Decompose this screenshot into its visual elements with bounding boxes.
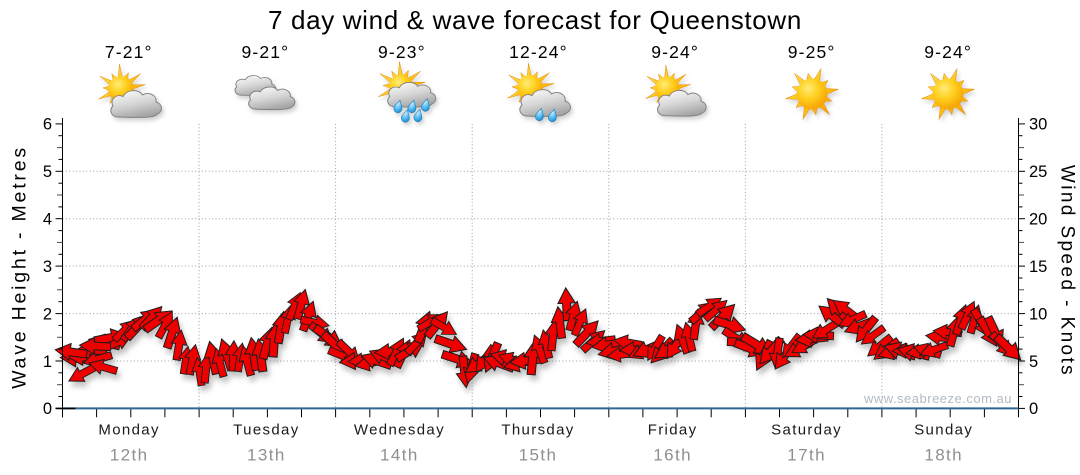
svg-text:4: 4 <box>43 211 52 229</box>
svg-text:Wave Height - Metres: Wave Height - Metres <box>9 145 31 389</box>
svg-text:12th: 12th <box>110 446 149 465</box>
svg-text:17th: 17th <box>787 446 826 465</box>
svg-text:20: 20 <box>1029 211 1047 229</box>
svg-text:13th: 13th <box>247 446 286 465</box>
svg-text:9-21°: 9-21° <box>242 42 290 62</box>
svg-text:18th: 18th <box>924 446 963 465</box>
svg-text:Wednesday: Wednesday <box>354 422 445 439</box>
svg-text:12-24°: 12-24° <box>509 42 568 62</box>
svg-text:9-24°: 9-24° <box>651 42 699 62</box>
svg-text:25: 25 <box>1029 163 1047 181</box>
svg-text:14th: 14th <box>380 446 419 465</box>
svg-text:7-21°: 7-21° <box>105 42 153 62</box>
svg-text:30: 30 <box>1029 116 1047 134</box>
svg-text:www.seabreeze.com.au: www.seabreeze.com.au <box>863 391 1012 406</box>
svg-text:2: 2 <box>43 305 52 323</box>
svg-text:Sunday: Sunday <box>914 422 973 439</box>
svg-text:Thursday: Thursday <box>501 422 574 439</box>
svg-text:9-23°: 9-23° <box>378 42 426 62</box>
svg-text:3: 3 <box>43 258 52 276</box>
svg-text:15: 15 <box>1029 258 1047 276</box>
svg-text:Wind Speed - Knots: Wind Speed - Knots <box>1057 165 1078 377</box>
svg-text:10: 10 <box>1029 305 1047 323</box>
svg-text:0: 0 <box>43 400 52 418</box>
svg-text:Tuesday: Tuesday <box>233 422 299 439</box>
svg-text:Monday: Monday <box>98 422 159 439</box>
svg-text:7 day wind & wave forecast for: 7 day wind & wave forecast for Queenstow… <box>268 5 802 35</box>
svg-text:6: 6 <box>43 116 52 134</box>
svg-text:0: 0 <box>1029 400 1038 418</box>
svg-text:1: 1 <box>43 353 52 371</box>
svg-text:5: 5 <box>1029 353 1038 371</box>
svg-text:Saturday: Saturday <box>771 422 842 439</box>
svg-text:9-25°: 9-25° <box>788 42 836 62</box>
svg-text:9-24°: 9-24° <box>924 42 972 62</box>
svg-text:16th: 16th <box>653 446 692 465</box>
svg-text:5: 5 <box>43 163 52 181</box>
svg-text:Friday: Friday <box>648 422 698 439</box>
svg-text:15th: 15th <box>519 446 558 465</box>
